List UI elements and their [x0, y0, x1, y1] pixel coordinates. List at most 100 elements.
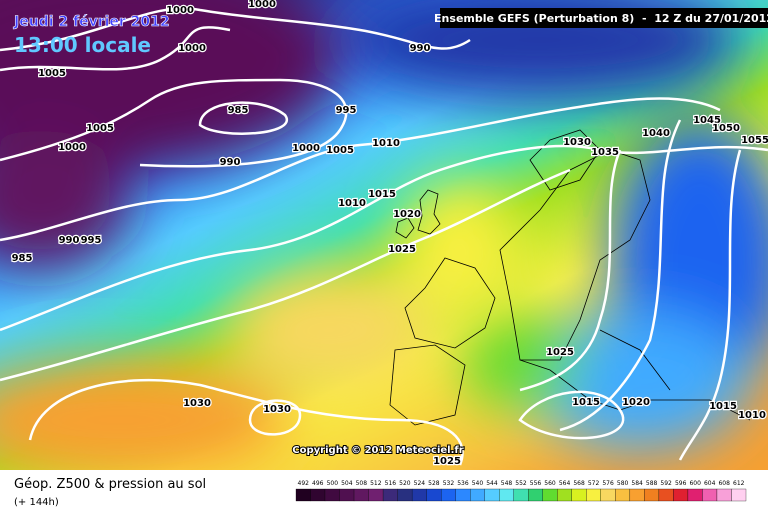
isobar-label: 1000 — [178, 43, 206, 54]
isobar-label: 1025 — [546, 347, 574, 358]
footer-title: Géop. Z500 & pression au sol — [14, 477, 206, 492]
isobar-label: 1005 — [86, 123, 114, 134]
legend-swatch — [586, 488, 601, 502]
legend-label: 508 — [356, 480, 368, 487]
legend-swatch — [644, 488, 660, 502]
legend-swatch — [484, 488, 500, 502]
legend-label: 580 — [617, 480, 629, 487]
isobar-label: 1005 — [38, 68, 66, 79]
legend-swatch — [411, 488, 427, 502]
legend-label: 612 — [733, 480, 745, 487]
legend-label: 544 — [486, 480, 498, 487]
run-info: Ensemble GEFS (Perturbation 8) - 12 Z du… — [434, 12, 768, 25]
legend-swatch — [716, 488, 732, 502]
legend-label: 492 — [298, 480, 310, 487]
legend-label: 540 — [472, 480, 484, 487]
legend-swatch — [324, 488, 340, 502]
legend-swatch — [600, 488, 616, 502]
legend-label: 596 — [675, 480, 687, 487]
legend-swatch — [455, 488, 471, 502]
isobar-label: 1030 — [183, 398, 211, 409]
isobar-label: 1050 — [712, 123, 740, 134]
isobar-label: 1000 — [166, 5, 194, 16]
isobar-label: 1010 — [372, 138, 400, 149]
legend-swatch — [339, 488, 355, 502]
isobar-label: 990 — [410, 43, 431, 54]
legend-label: 560 — [544, 480, 556, 487]
legend-swatch — [426, 488, 442, 502]
isobar-label: 1030 — [263, 404, 291, 415]
legend-swatch — [687, 488, 703, 502]
isobar-label: 1020 — [622, 397, 650, 408]
copyright: Copyright © 2012 Meteociel.fr — [292, 445, 463, 456]
legend-swatch — [353, 488, 369, 502]
legend-swatch — [557, 488, 572, 502]
legend-label: 516 — [385, 480, 397, 487]
isobar-label: 1015 — [709, 401, 737, 412]
legend-swatch — [382, 488, 398, 502]
isobar-label: 1025 — [388, 244, 416, 255]
isobar-label: 1020 — [393, 209, 421, 220]
legend-swatch — [470, 488, 485, 502]
legend-swatch — [368, 488, 384, 502]
isobar-label: 1005 — [326, 145, 354, 156]
legend-label: 512 — [370, 480, 382, 487]
legend-swatch — [528, 488, 543, 502]
legend-swatch — [629, 488, 645, 502]
legend-swatch — [658, 488, 674, 502]
legend-swatch — [731, 488, 747, 502]
isobar-label: 1010 — [738, 410, 766, 421]
footer-subtitle: (+ 144h) — [14, 497, 59, 508]
isobar-label: 1025 — [433, 456, 461, 467]
isobar-label: 1035 — [591, 147, 619, 158]
legend-label: 568 — [573, 480, 585, 487]
legend-label: 504 — [341, 480, 353, 487]
isobars — [0, 7, 768, 466]
legend-swatch — [441, 488, 456, 502]
legend-swatch — [310, 488, 326, 502]
isobar-label: 990 — [59, 235, 80, 246]
legend-label: 576 — [602, 480, 614, 487]
isobar-label: 1000 — [292, 143, 320, 154]
isobar-label: 985 — [228, 105, 249, 116]
isobar-label: 1045 — [693, 115, 721, 126]
isobar-label: 1010 — [338, 198, 366, 209]
date: Jeudi 2 février 2012 — [13, 14, 170, 30]
legend-label: 496 — [312, 480, 324, 487]
legend-swatch — [397, 488, 413, 502]
isobar-label: 1055 — [741, 135, 768, 146]
isobar-label: 1015 — [572, 397, 600, 408]
legend-label: 592 — [660, 480, 672, 487]
legend-swatch — [615, 488, 631, 502]
legend-label: 528 — [428, 480, 440, 487]
isobar-label: 990 — [220, 157, 241, 168]
color-legend: 492 496 500 504 508 512 516 520 524 528 532 536 540 5… — [295, 480, 747, 502]
legend-label: 500 — [327, 480, 339, 487]
isobar-label: 1000 — [248, 0, 276, 10]
isobar-label: 1040 — [642, 128, 670, 139]
legend-swatch — [571, 488, 587, 502]
isobar-label: 995 — [81, 235, 102, 246]
legend-swatch — [542, 488, 558, 502]
isobar-label: 1000 — [58, 142, 86, 153]
legend-swatch — [295, 488, 311, 502]
legend-swatch — [673, 488, 689, 502]
legend-label: 572 — [588, 480, 600, 487]
background — [0, 0, 768, 480]
legend-label: 588 — [646, 480, 658, 487]
legend-swatch — [513, 488, 529, 502]
legend-label: 520 — [399, 480, 411, 487]
isobar-label: 985 — [12, 253, 33, 264]
legend-label: 556 — [530, 480, 542, 487]
legend-swatch — [702, 488, 718, 502]
legend-swatch — [499, 488, 514, 502]
isobar-label: 1030 — [563, 137, 591, 148]
legend-label: 564 — [559, 480, 571, 487]
legend-label: 532 — [443, 480, 455, 487]
legend-label: 604 — [704, 480, 716, 487]
legend-label: 548 — [501, 480, 513, 487]
local-time: 13:00 locale — [14, 33, 151, 57]
